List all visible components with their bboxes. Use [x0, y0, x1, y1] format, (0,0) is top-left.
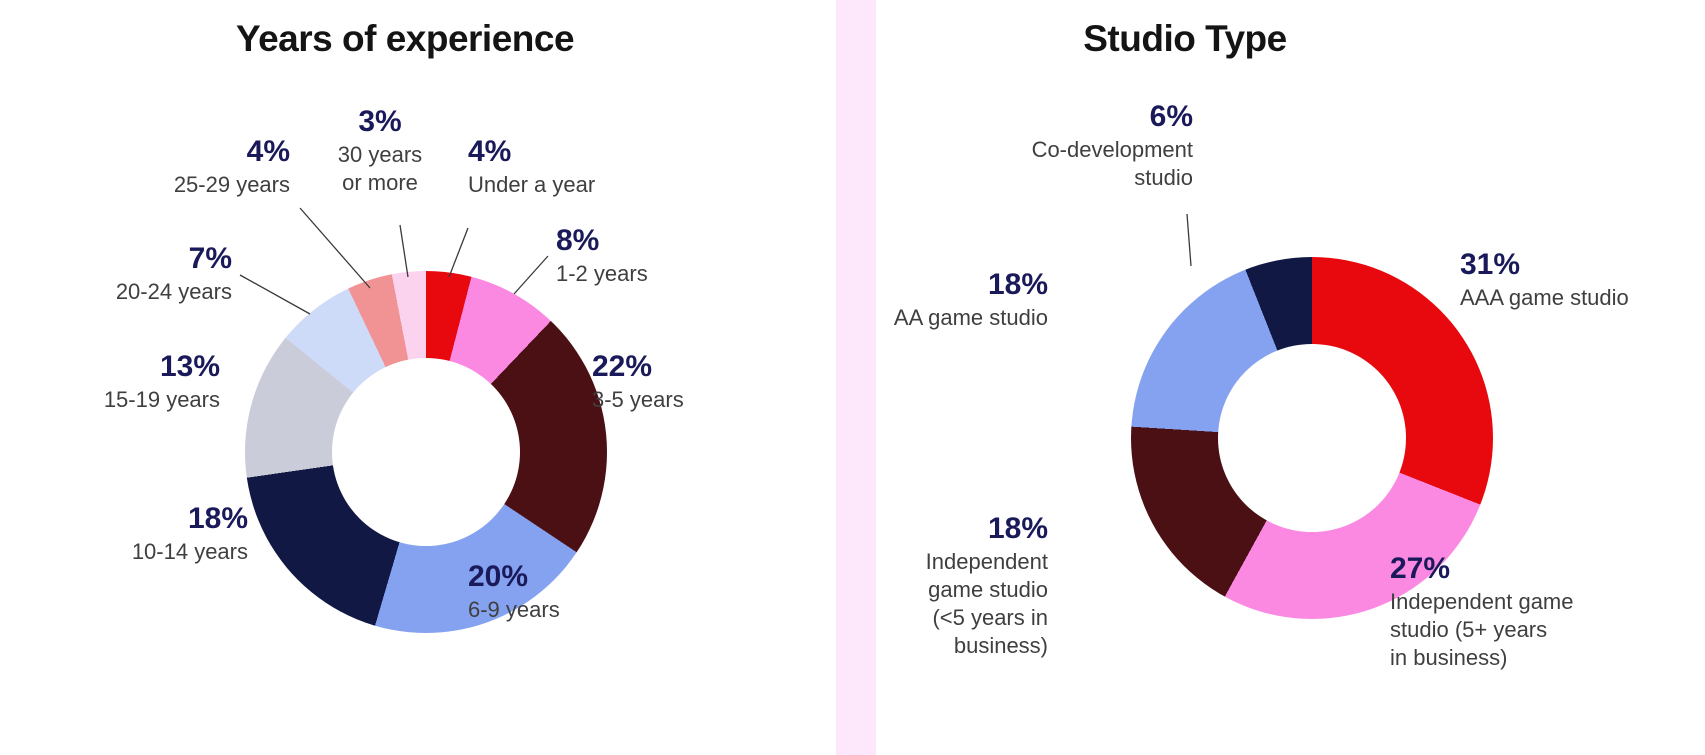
- donut-chart-years-of-experience: [245, 271, 607, 633]
- callout-3-5-years: 22% 3-5 years: [592, 350, 684, 412]
- leader-line-co-development: [1186, 213, 1192, 267]
- leader-line-25-29-years: [299, 207, 371, 289]
- donut-hole: [332, 358, 520, 546]
- donut-chart-studio-type: [1131, 257, 1493, 619]
- callout-aaa-game-studio: 31% AAA game studio: [1460, 248, 1629, 310]
- vertical-divider: [836, 0, 876, 755]
- leader-line-30-years-or-more: [399, 224, 409, 278]
- callout-6-9-years: 20% 6-9 years: [468, 560, 560, 622]
- callout-30-years-or-more: 3% 30 years or more: [337, 105, 423, 195]
- callout-20-24-years: 7% 20-24 years: [115, 242, 232, 304]
- leader-line-20-24-years: [239, 274, 311, 315]
- callout-10-14-years: 18% 10-14 years: [131, 502, 248, 564]
- donut-hole: [1218, 344, 1406, 532]
- leader-line-1-2-years: [513, 255, 549, 295]
- callout-aa-game-studio: 18% AA game studio: [893, 268, 1048, 330]
- callout-under-a-year: 4% Under a year: [468, 135, 596, 197]
- callout-1-2-years: 8% 1-2 years: [556, 224, 648, 286]
- callout-independent-under-5-years: 18% Independent game studio (<5 years in…: [925, 512, 1048, 658]
- callout-15-19-years: 13% 15-19 years: [103, 350, 220, 412]
- chart-title-studio-type: Studio Type: [1083, 18, 1287, 59]
- callout-co-development-studio: 6% Co-development studio: [1031, 100, 1193, 190]
- callout-independent-5-plus-years: 27% Independent game studio (5+ years in…: [1390, 552, 1574, 670]
- callout-25-29-years: 4% 25-29 years: [173, 135, 290, 197]
- chart-title-years-of-experience: Years of experience: [235, 18, 575, 59]
- leader-line-under-a-year: [448, 227, 469, 278]
